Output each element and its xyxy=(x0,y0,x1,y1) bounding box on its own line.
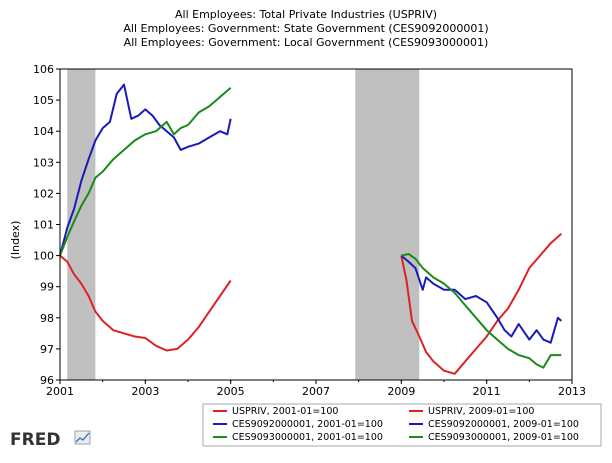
x-tick-label: 2013 xyxy=(558,385,586,398)
legend-label: CES9092000001, 2009-01=100 xyxy=(428,419,579,430)
y-tick-label: 104 xyxy=(33,125,54,138)
y-tick-label: 105 xyxy=(33,94,54,107)
x-tick-label: 2011 xyxy=(473,385,501,398)
fred-logo[interactable]: FRED xyxy=(10,430,91,450)
y-tick-label: 98 xyxy=(40,312,54,325)
y-tick-label: 106 xyxy=(33,63,54,76)
legend: USPRIV, 2001-01=100 CES9092000001, 2001-0… xyxy=(213,406,579,443)
y-axis: 96 97 98 99 100 101 102 103 104 105 106 xyxy=(33,63,60,387)
legend-box xyxy=(202,403,602,447)
legend-label: USPRIV, 2009-01=100 xyxy=(428,406,534,417)
x-tick-label: 2009 xyxy=(387,385,415,398)
fred-logo-graph-icon xyxy=(74,430,91,445)
y-tick-label: 99 xyxy=(40,281,54,294)
legend-label: CES9093000001, 2001-01=100 xyxy=(232,432,383,443)
fred-logo-text: FRED xyxy=(10,430,60,450)
y-tick-label: 101 xyxy=(33,219,54,232)
legend-label: CES9093000001, 2009-01=100 xyxy=(428,432,579,443)
x-axis: 2001 2003 2005 2007 2009 2011 2013 xyxy=(46,380,586,398)
recession-bands xyxy=(67,69,420,380)
recession-band-2 xyxy=(355,69,420,380)
x-tick-label: 2005 xyxy=(217,385,245,398)
legend-label: CES9092000001, 2001-01=100 xyxy=(232,419,383,430)
legend-label: USPRIV, 2001-01=100 xyxy=(232,406,338,417)
y-tick-label: 96 xyxy=(40,374,54,387)
chart-title-line-2: All Employees: Government: State Governm… xyxy=(123,22,488,35)
series-line-2 xyxy=(59,83,232,256)
x-tick-label: 2003 xyxy=(131,385,159,398)
series-line-6 xyxy=(401,253,562,369)
series-line-4 xyxy=(400,233,562,375)
y-tick-label: 103 xyxy=(33,156,54,169)
y-tick-label: 100 xyxy=(33,250,54,263)
series-line-5 xyxy=(400,254,562,344)
series-line-1 xyxy=(59,254,232,352)
y-tick-label: 97 xyxy=(40,343,54,356)
chart-title-line-1: All Employees: Total Private Industries … xyxy=(175,8,437,21)
y-axis-title: (Index) xyxy=(9,221,22,260)
chart-title-line-3: All Employees: Government: Local Governm… xyxy=(124,36,489,49)
series-lines xyxy=(59,83,562,375)
series-line-3 xyxy=(59,86,232,256)
x-tick-label: 2001 xyxy=(46,385,74,398)
recession-band-1 xyxy=(67,69,96,380)
y-tick-label: 102 xyxy=(33,187,54,200)
x-tick-label: 2007 xyxy=(302,385,330,398)
